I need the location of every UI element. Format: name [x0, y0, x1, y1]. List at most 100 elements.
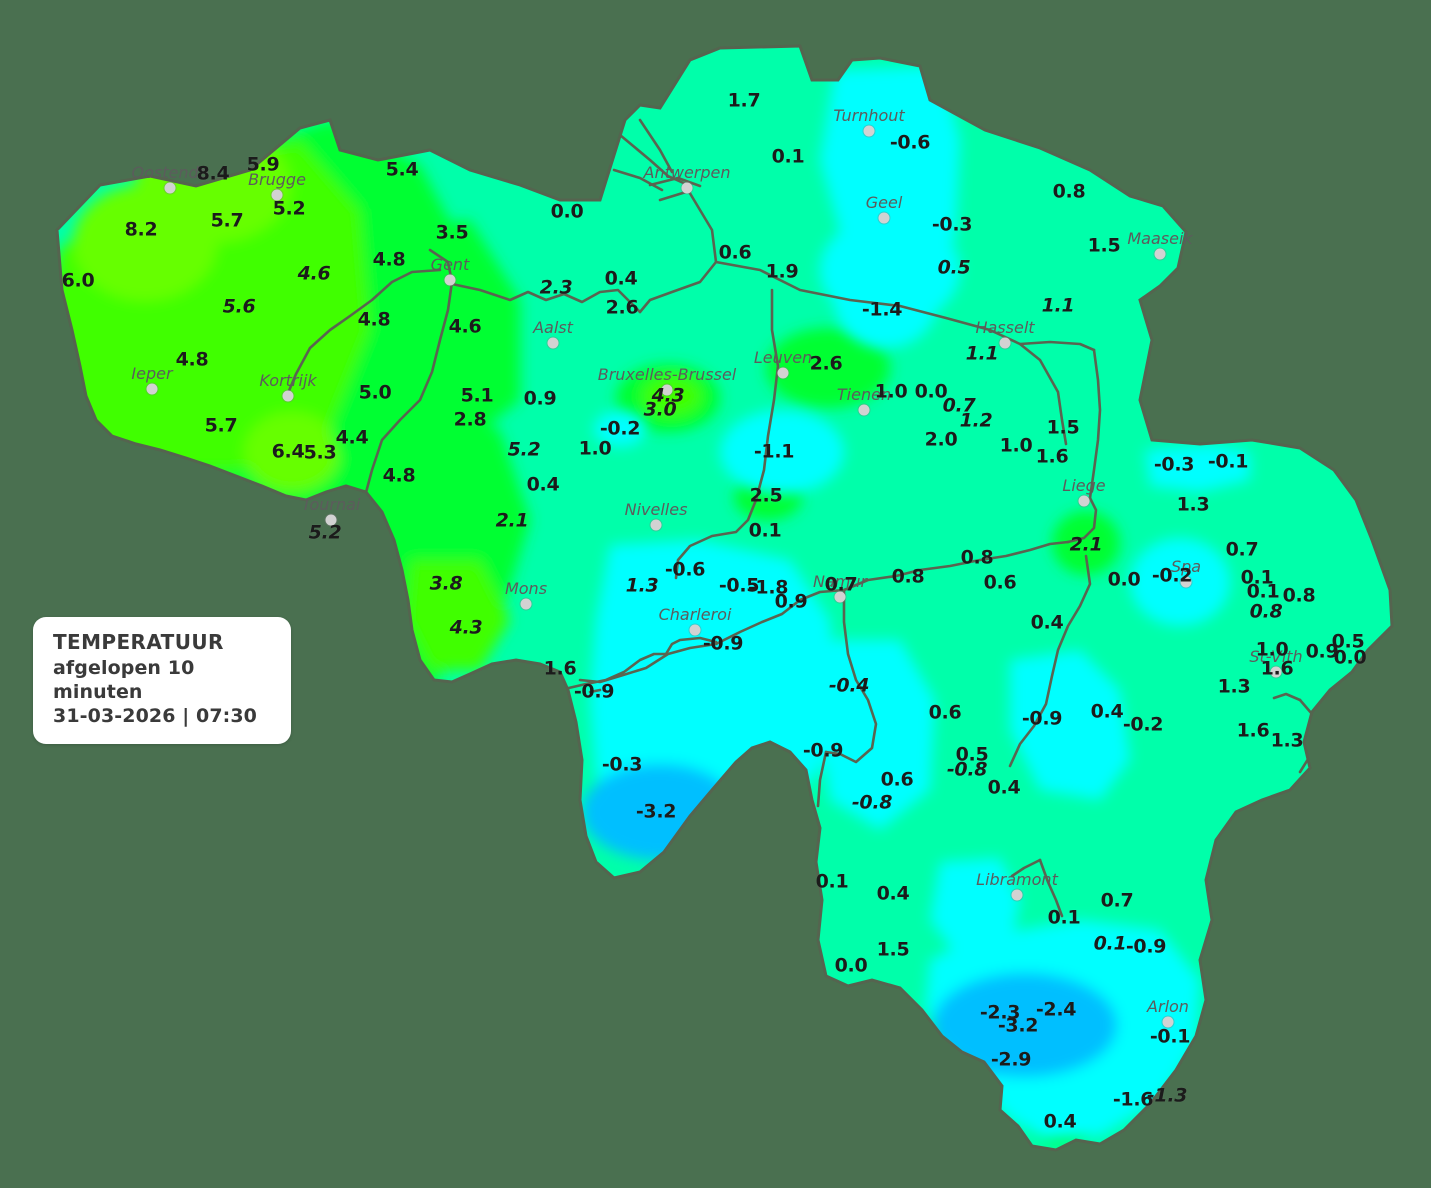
city-label: Oostende	[131, 163, 209, 182]
temperature-value: 0.6	[718, 241, 752, 264]
city-label: Tienen	[836, 385, 892, 404]
temperature-value: 0.7	[942, 394, 976, 417]
temperature-value: -0.5	[718, 574, 760, 597]
city-dot	[146, 383, 158, 395]
temperature-value: 0.8	[891, 565, 925, 588]
temperature-value: 2.1	[1069, 533, 1103, 556]
temperature-value: 2.6	[809, 352, 843, 375]
temperature-value: 4.8	[175, 348, 209, 371]
temperature-value: 0.4	[1043, 1110, 1077, 1133]
temperature-value: 0.4	[1090, 700, 1124, 723]
temperature-value: 1.1	[965, 342, 999, 365]
temperature-value: 0.4	[876, 882, 910, 905]
temperature-value: 5.2	[308, 521, 342, 544]
temperature-value: 2.0	[924, 428, 958, 451]
city-label: Leuven	[753, 348, 813, 367]
city-dot	[282, 390, 294, 402]
temperature-value: 0.1	[771, 145, 805, 168]
temperature-value: 0.1	[748, 519, 782, 542]
temperature-value: 0.8	[1052, 180, 1086, 203]
temperature-value: 1.3	[625, 574, 659, 597]
temperature-value: 0.7	[1100, 889, 1134, 912]
city-label: Libramont	[976, 870, 1058, 889]
city-dot	[681, 182, 693, 194]
country-outline	[55, 44, 1394, 1152]
temperature-value: 2.8	[453, 408, 487, 431]
city-label: Charleroi	[658, 605, 732, 624]
city-dot	[863, 125, 875, 137]
temperature-value: 1.3	[1217, 675, 1251, 698]
temperature-value: 1.3	[1176, 493, 1210, 516]
city-label: Mons	[504, 579, 548, 598]
city-dot	[1154, 248, 1166, 260]
temperature-value: 0.5	[937, 256, 971, 279]
temperature-value: 0.4	[526, 473, 560, 496]
temperature-value: 1.3	[1270, 729, 1304, 752]
temperature-value: 1.5	[876, 938, 910, 961]
temperature-value: 6.0	[61, 269, 95, 292]
temperature-value: 0.5	[955, 743, 989, 766]
temperature-value: 0.4	[987, 776, 1021, 799]
temperature-value: 0.4	[1030, 611, 1064, 634]
temperature-value: 1.6	[1236, 719, 1270, 742]
temperature-value: -0.4	[828, 674, 870, 697]
temperature-value: 2.1	[495, 509, 529, 532]
temperature-value: 0.0	[834, 954, 868, 977]
temperature-value: 0.9	[523, 387, 557, 410]
temperature-value: 0.8	[1282, 584, 1316, 607]
temperature-value: 0.1	[1093, 932, 1127, 955]
temperature-value: -0.9	[702, 632, 744, 655]
temperature-value: 0.0	[550, 200, 584, 223]
temperature-value: 4.8	[357, 308, 391, 331]
temperature-value: 4.6	[297, 262, 331, 285]
temperature-value: 1.1	[1041, 294, 1075, 317]
temperature-value: 0.6	[928, 701, 962, 724]
temperature-value: -1.1	[753, 440, 795, 463]
temperature-value: 3.5	[435, 221, 469, 244]
city-label: Hasselt	[975, 318, 1035, 337]
temperature-value: 4.4	[335, 426, 369, 449]
city-label: Antwerpen	[643, 163, 731, 182]
city-label: Kortrijk	[259, 371, 317, 390]
temperature-value: -1.4	[861, 298, 903, 321]
temperature-value: -0.9	[802, 739, 844, 762]
city-label: Namur	[812, 572, 868, 591]
temperature-value: -0.9	[573, 680, 615, 703]
city-dot	[1011, 889, 1023, 901]
temperature-value: 5.6	[222, 295, 256, 318]
temperature-value: 0.9	[1305, 640, 1339, 663]
temperature-value: 1.0	[578, 437, 612, 460]
temperature-value: 0.1	[1047, 906, 1081, 929]
temperature-value: 5.0	[358, 381, 392, 404]
city-dot	[1270, 666, 1282, 678]
temperature-value: 5.2	[507, 438, 541, 461]
temperature-value: 5.4	[385, 158, 419, 181]
city-dot	[1078, 495, 1090, 507]
city-label: Ieper	[131, 364, 173, 383]
city-dot	[1162, 1016, 1174, 1028]
city-dot	[858, 404, 870, 416]
temperature-value: 0.0	[1107, 568, 1141, 591]
temperature-value: 3.0	[643, 398, 677, 421]
temperature-value: -0.9	[1021, 707, 1063, 730]
legend-datetime: 31-03-2026 | 07:30	[53, 705, 257, 728]
temperature-value: 1.0	[999, 434, 1033, 457]
city-dot	[164, 182, 176, 194]
city-label: Liege	[1062, 476, 1106, 495]
temperature-value: -0.1	[1207, 450, 1249, 473]
temperature-value: 5.7	[210, 209, 244, 232]
temperature-value: -0.3	[601, 753, 643, 776]
city-dot	[520, 598, 532, 610]
temperature-value: 6.4	[271, 440, 305, 463]
temperature-value: 1.2	[959, 409, 993, 432]
temperature-value: -0.6	[664, 558, 706, 581]
temperature-value: 3.8	[429, 572, 463, 595]
temperature-value: 4.8	[382, 464, 416, 487]
temperature-value: -1.6	[1112, 1088, 1154, 1111]
temperature-value: -0.1	[1149, 1025, 1191, 1048]
city-label: Turnhout	[833, 106, 905, 125]
temperature-value: 0.6	[880, 768, 914, 791]
temperature-value: -3.2	[635, 800, 677, 823]
